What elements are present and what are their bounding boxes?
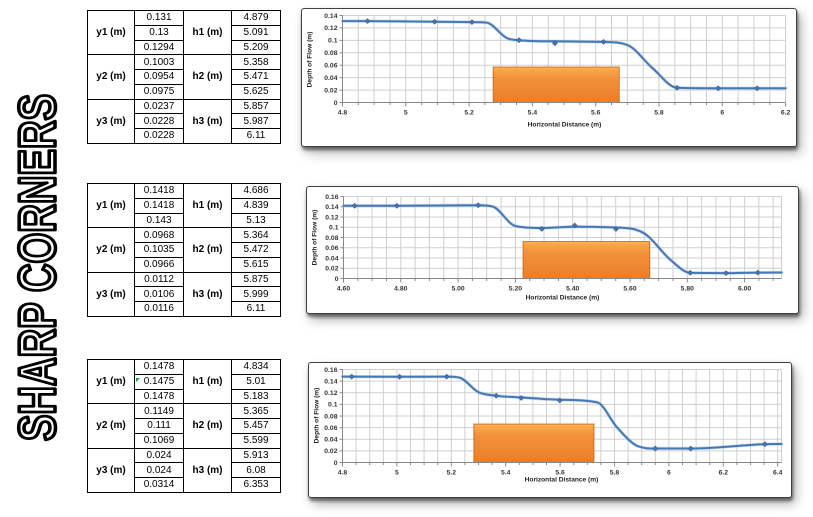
svg-text:0.16: 0.16: [324, 367, 337, 374]
svg-text:5.60: 5.60: [623, 286, 636, 293]
svg-text:5.20: 5.20: [509, 286, 522, 293]
svg-text:5.80: 5.80: [681, 286, 694, 293]
svg-text:6: 6: [720, 110, 724, 117]
svg-text:6.4: 6.4: [773, 470, 783, 477]
svg-text:0.16: 0.16: [325, 194, 338, 201]
svg-text:0.12: 0.12: [325, 214, 338, 221]
svg-text:SHARP CORNERS: SHARP CORNERS: [9, 94, 67, 441]
svg-text:0.06: 0.06: [324, 425, 337, 432]
svg-text:0.04: 0.04: [324, 75, 337, 82]
svg-text:0.1: 0.1: [328, 402, 338, 409]
svg-text:0.06: 0.06: [324, 63, 337, 70]
svg-text:0.06: 0.06: [325, 245, 338, 252]
svg-text:0.14: 0.14: [325, 204, 338, 211]
svg-text:5.8: 5.8: [610, 470, 620, 477]
svg-text:0.1: 0.1: [329, 225, 339, 232]
svg-text:0.14: 0.14: [324, 13, 337, 20]
svg-text:0.08: 0.08: [324, 413, 337, 420]
svg-text:6.00: 6.00: [738, 286, 751, 293]
svg-text:Depth of Flow (m): Depth of Flow (m): [312, 210, 319, 266]
svg-text:6: 6: [667, 470, 671, 477]
svg-text:0.1: 0.1: [328, 38, 338, 45]
svg-text:4.60: 4.60: [337, 286, 350, 293]
svg-text:5.00: 5.00: [451, 286, 464, 293]
svg-text:5: 5: [404, 110, 408, 117]
svg-text:5.6: 5.6: [591, 110, 601, 117]
svg-text:5: 5: [395, 470, 399, 477]
svg-text:0.02: 0.02: [324, 87, 337, 94]
svg-text:0.08: 0.08: [325, 235, 338, 242]
svg-text:6.2: 6.2: [719, 470, 729, 477]
svg-text:5.8: 5.8: [654, 110, 664, 117]
svg-text:0: 0: [334, 460, 338, 467]
svg-text:5.4: 5.4: [501, 470, 511, 477]
svg-text:Depth of Flow (m): Depth of Flow (m): [307, 32, 314, 88]
svg-text:5.4: 5.4: [528, 110, 538, 117]
svg-text:0.04: 0.04: [325, 255, 338, 262]
svg-text:0: 0: [334, 100, 338, 107]
svg-text:6.2: 6.2: [781, 110, 791, 117]
svg-text:4.8: 4.8: [338, 110, 348, 117]
svg-text:0.04: 0.04: [324, 437, 337, 444]
svg-text:0.12: 0.12: [324, 25, 337, 32]
svg-text:5.2: 5.2: [464, 110, 474, 117]
svg-text:Horizontal Distance (m): Horizontal Distance (m): [528, 122, 602, 129]
svg-text:5.40: 5.40: [566, 286, 579, 293]
svg-text:5.6: 5.6: [555, 470, 565, 477]
svg-text:0.02: 0.02: [324, 448, 337, 455]
svg-text:4.8: 4.8: [338, 470, 348, 477]
svg-text:Horizontal Distance (m): Horizontal Distance (m): [525, 477, 599, 484]
svg-text:0.12: 0.12: [324, 390, 337, 397]
svg-text:0.02: 0.02: [325, 266, 338, 273]
svg-text:0.14: 0.14: [324, 378, 337, 385]
svg-text:4.80: 4.80: [394, 286, 407, 293]
svg-text:5.2: 5.2: [447, 470, 457, 477]
svg-text:Depth of Flow (m): Depth of Flow (m): [314, 388, 321, 444]
svg-text:0: 0: [335, 276, 339, 283]
svg-text:0.08: 0.08: [324, 50, 337, 57]
svg-text:Horizontal Distance (m): Horizontal Distance (m): [526, 295, 600, 302]
